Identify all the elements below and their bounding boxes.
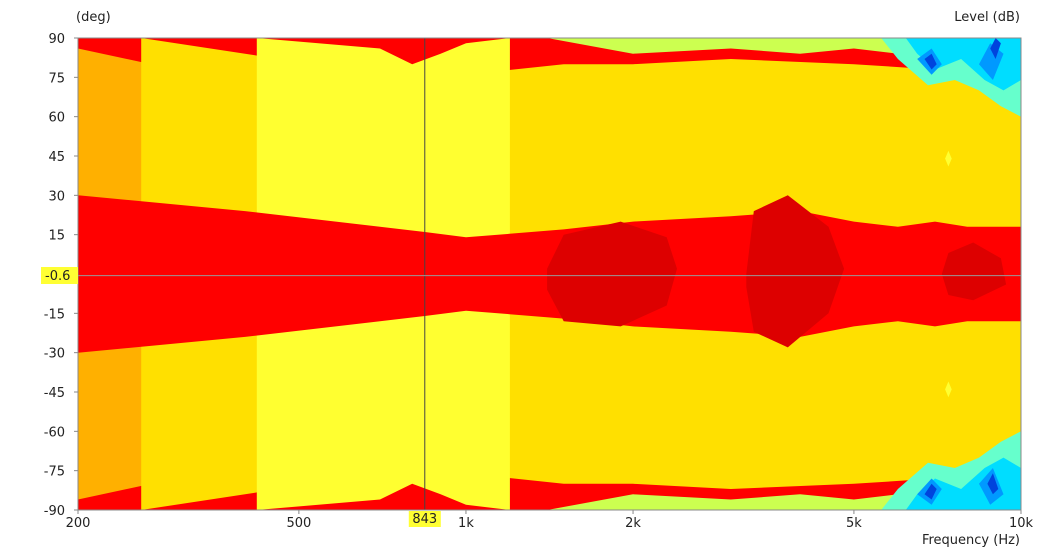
cursor-x-readout: 843 xyxy=(408,511,441,527)
contour-band-27 xyxy=(945,381,952,398)
x-tick-label: 10k xyxy=(1009,516,1034,531)
y-tick-label: -60 xyxy=(44,425,65,440)
x-axis-label: Frequency (Hz) xyxy=(922,533,1020,548)
cursor-y-readout: -0.6 xyxy=(41,267,78,284)
contour-band-19 xyxy=(924,53,937,70)
y-tick-label: -45 xyxy=(44,386,65,401)
y-tick-label: 45 xyxy=(48,150,65,165)
x-tick-label: 1k xyxy=(458,516,474,531)
contour-band-8 xyxy=(941,242,1007,301)
contour-band-20 xyxy=(990,38,1001,59)
contour-band-25 xyxy=(973,163,991,196)
x-tick-label: 2k xyxy=(625,516,641,531)
y-tick-label: 90 xyxy=(48,32,65,47)
y-unit-label: (deg) xyxy=(76,10,111,25)
contour-bands xyxy=(78,38,1021,510)
contour-band-24 xyxy=(945,150,952,167)
y-tick-label: -15 xyxy=(44,307,65,322)
level-label: Level (dB) xyxy=(954,10,1020,25)
y-tick-label: 15 xyxy=(48,229,65,244)
y-tick-label: -90 xyxy=(44,504,65,519)
x-tick-label: 500 xyxy=(286,516,311,531)
contour-band-6 xyxy=(547,221,677,327)
contour-band-28 xyxy=(973,352,991,385)
x-axis-ticks: 200 500 1k 2k 5k 10k xyxy=(66,510,1034,531)
contour-band-21 xyxy=(924,483,937,500)
contour-band-22 xyxy=(987,473,999,495)
y-tick-label: 75 xyxy=(48,71,65,86)
x-tick-label: 5k xyxy=(846,516,862,531)
y-tick-label: 30 xyxy=(48,189,65,204)
x-tick-label: 200 xyxy=(66,516,91,531)
cursor-crosshair[interactable] xyxy=(78,38,1021,510)
contour-band-7 xyxy=(746,195,845,348)
cursor-x-label: 843 xyxy=(412,512,437,527)
y-tick-label: -30 xyxy=(44,347,65,362)
y-axis-ticks: 90 75 60 45 30 15 -15 -30 -45 -60 -75 -90 xyxy=(44,32,78,519)
y-tick-label: -75 xyxy=(44,465,65,480)
y-tick-label: 60 xyxy=(48,111,65,126)
cursor-y-label: -0.6 xyxy=(45,269,70,284)
